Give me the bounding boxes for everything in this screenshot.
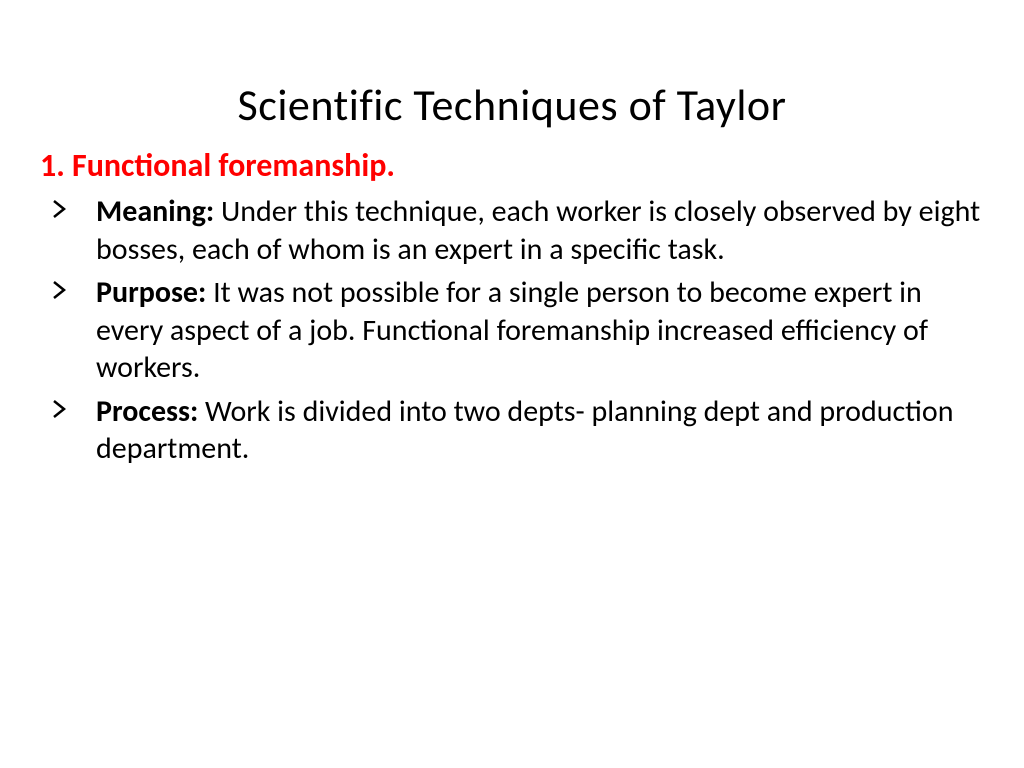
bullet-label: Process: bbox=[96, 393, 198, 430]
chevron-icon bbox=[50, 280, 70, 300]
bullet-label: Meaning: bbox=[96, 193, 214, 230]
bullet-list: Meaning: Under this technique, each work… bbox=[40, 193, 984, 468]
list-item: Purpose: It was not possible for a singl… bbox=[40, 274, 984, 387]
bullet-text: Under this technique, each worker is clo… bbox=[96, 193, 980, 268]
chevron-icon bbox=[50, 399, 70, 419]
bullet-text: It was not possible for a single person … bbox=[96, 274, 928, 386]
slide-container: Scientific Techniques of Taylor 1. Funct… bbox=[0, 0, 1024, 768]
slide-title: Scientific Techniques of Taylor bbox=[40, 78, 984, 132]
list-item: Process: Work is divided into two depts-… bbox=[40, 393, 984, 468]
chevron-icon bbox=[50, 199, 70, 219]
slide-subtitle: 1. Functional foremanship. bbox=[40, 146, 984, 185]
bullet-label: Purpose: bbox=[96, 274, 206, 311]
list-item: Meaning: Under this technique, each work… bbox=[40, 193, 984, 268]
bullet-text: Work is divided into two depts- planning… bbox=[96, 393, 953, 468]
